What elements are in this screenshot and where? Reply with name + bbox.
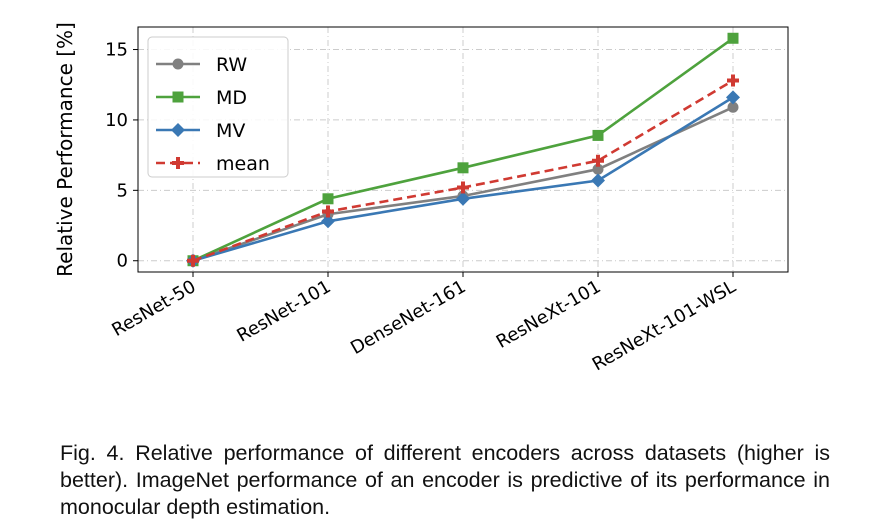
marker-diamond xyxy=(591,173,605,188)
line-chart: 0 5 10 15 ResNet-50 ResNet-101 DenseNet-161 Res… xyxy=(53,22,789,375)
legend-label: RW xyxy=(216,54,247,76)
marker-circle xyxy=(172,58,184,70)
marker-plus xyxy=(322,205,334,218)
marker-square xyxy=(727,32,739,44)
y-tick-label: 10 xyxy=(105,110,128,131)
marker-plus xyxy=(187,254,199,267)
marker-circle xyxy=(727,101,739,113)
marker-square xyxy=(322,193,334,205)
x-tick-label: ResNeXt-101-WSL xyxy=(589,276,740,375)
x-tick-label: DenseNet-161 xyxy=(347,276,469,359)
marker-square xyxy=(592,129,604,141)
legend: RW MD MV mean xyxy=(147,36,289,178)
series-MV xyxy=(186,90,740,268)
series-mean xyxy=(187,74,739,267)
marker-diamond xyxy=(456,191,470,206)
legend-box xyxy=(147,36,289,178)
x-tick-label: ResNet-50 xyxy=(108,276,199,341)
marker-diamond xyxy=(321,214,335,229)
marker-plus xyxy=(457,181,469,194)
legend-label: MV xyxy=(216,120,245,142)
plot-frame xyxy=(137,26,789,273)
x-tick-label: ResNet-101 xyxy=(233,276,334,346)
marker-plus xyxy=(172,157,184,169)
y-tick-label: 0 xyxy=(117,251,128,272)
marker-square xyxy=(172,91,184,103)
marker-diamond xyxy=(726,90,740,105)
y-axis-label: Relative Performance [%] xyxy=(53,22,77,277)
y-tick-label: 15 xyxy=(105,40,128,61)
marker-plus xyxy=(592,154,604,167)
x-tick-label: ResNeXt-101 xyxy=(493,276,605,353)
legend-label: MD xyxy=(216,87,247,109)
figure-caption: Fig. 4. Relative performance of differen… xyxy=(60,441,830,519)
marker-diamond xyxy=(171,123,185,137)
marker-square xyxy=(457,162,469,174)
marker-circle xyxy=(592,163,604,175)
marker-plus xyxy=(727,74,739,87)
y-tick-label: 5 xyxy=(117,180,128,201)
legend-label: mean xyxy=(216,153,270,175)
